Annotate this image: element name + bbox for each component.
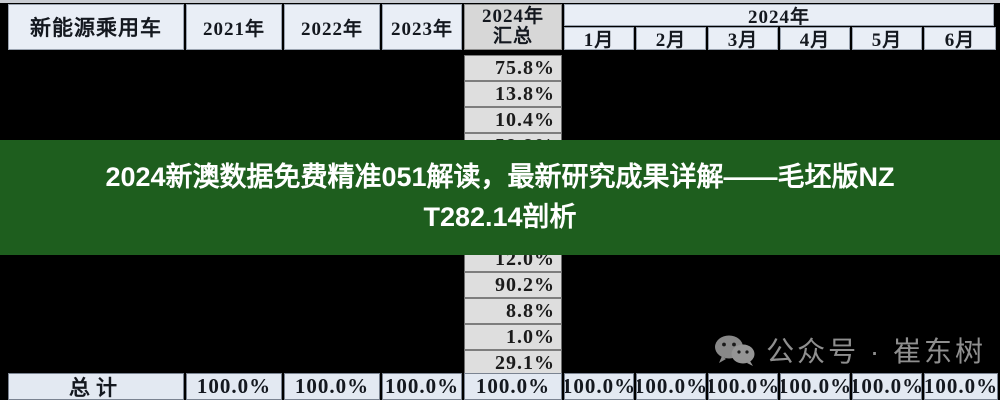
summary-value-cell: 13.8%	[464, 81, 562, 107]
header-cell-2022: 2022年	[284, 4, 380, 50]
header-cell-month-6: 6月	[924, 27, 996, 50]
header-cell-2024-summary: 2024年 汇总	[464, 4, 562, 50]
watermark-text: 公众号 · 崔东树	[766, 336, 986, 367]
header-2024-summary-sub: 汇总	[492, 26, 533, 47]
header-cell-month-5: 5月	[852, 27, 922, 50]
header-cell-month-4: 4月	[780, 27, 850, 50]
table-row: 100.0%	[780, 373, 850, 400]
header-cell-2023: 2023年	[382, 4, 462, 50]
title-banner: 2024新澳数据免费精准051解读，最新研究成果详解——毛坯版NZ T282.1…	[0, 140, 1000, 255]
watermark: 公众号 · 崔东树	[714, 330, 986, 370]
summary-value-cell: 75.8%	[464, 55, 562, 81]
summary-value-cell: 1.0%	[464, 324, 562, 350]
header-cell-month-2: 2月	[636, 27, 706, 50]
header-cell-category: 新能源乘用车	[8, 4, 184, 50]
table-row: 100.0%	[636, 373, 706, 400]
table-row: 100.0%	[924, 373, 998, 400]
header-cell-2021: 2021年	[186, 4, 282, 50]
header-2024-summary-year: 2024年	[481, 6, 544, 28]
header-cell-2024-group: 2024年	[564, 4, 994, 26]
summary-value-cell: 29.1%	[464, 350, 562, 376]
header-cell-month-1: 1月	[564, 27, 634, 50]
redacted-region-strip	[0, 50, 1000, 54]
table-row: 100.0%	[186, 373, 282, 400]
summary-value-cell: 8.8%	[464, 298, 562, 324]
summary-value-cell: 10.4%	[464, 107, 562, 133]
summary-value-cell: 90.2%	[464, 272, 562, 298]
wechat-icon	[714, 334, 756, 366]
table-row: 100.0%	[708, 373, 778, 400]
table-row: 100.0%	[464, 373, 562, 400]
table-row: 100.0%	[284, 373, 380, 400]
banner-title-line-2: T282.14剖析	[423, 201, 577, 232]
table-row: 100.0%	[382, 373, 462, 400]
table-row: 100.0%	[852, 373, 922, 400]
table-row: 100.0%	[564, 373, 634, 400]
header-cell-month-3: 3月	[708, 27, 778, 50]
table-top-rule	[0, 0, 1000, 3]
banner-title-line-1: 2024新澳数据免费精准051解读，最新研究成果详解——毛坯版NZ	[105, 162, 895, 193]
total-row-label: 总计	[8, 373, 184, 400]
